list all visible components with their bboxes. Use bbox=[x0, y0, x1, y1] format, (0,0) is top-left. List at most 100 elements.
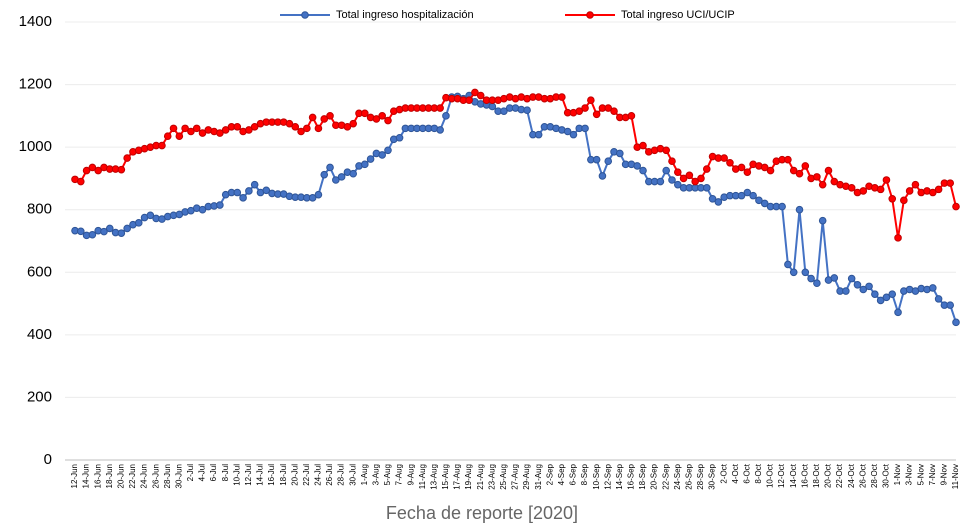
data-point bbox=[842, 287, 850, 295]
x-tick-label: 28-Jun bbox=[163, 464, 172, 488]
x-tick-label: 28-Jul bbox=[337, 464, 346, 486]
legend-label: Total ingreso UCI/UCIP bbox=[621, 9, 735, 21]
x-tick-label: 16-Jul bbox=[267, 464, 276, 486]
x-tick-label: 24-Jul bbox=[314, 464, 323, 486]
data-point bbox=[604, 104, 613, 112]
x-tick-label: 9-Aug bbox=[406, 464, 415, 485]
data-point bbox=[384, 116, 392, 125]
x-tick-label: 10-Sep bbox=[592, 463, 601, 489]
data-point bbox=[442, 112, 450, 120]
x-tick-label: 14-Jun bbox=[82, 464, 91, 488]
data-point bbox=[818, 216, 827, 225]
data-point bbox=[250, 180, 259, 189]
data-point bbox=[784, 155, 792, 164]
x-tick-label: 10-Oct bbox=[766, 463, 775, 488]
data-point bbox=[946, 179, 955, 187]
data-point bbox=[807, 274, 815, 283]
data-point bbox=[587, 96, 595, 105]
data-point bbox=[592, 155, 601, 164]
data-point bbox=[743, 188, 752, 197]
x-tick-label: 1-Aug bbox=[360, 464, 369, 485]
y-tick-label: 400 bbox=[27, 326, 52, 343]
x-tick-label: 1-Nov bbox=[893, 464, 902, 485]
x-tick-label: 20-Sep bbox=[650, 463, 659, 489]
x-tick-label: 7-Nov bbox=[928, 464, 937, 485]
data-point bbox=[465, 96, 473, 105]
data-point bbox=[558, 93, 566, 101]
x-tick-label: 14-Oct bbox=[789, 463, 798, 488]
x-tick-label: 27-Aug bbox=[511, 464, 520, 490]
data-point bbox=[714, 198, 723, 206]
x-tick-label: 9-Nov bbox=[940, 464, 949, 485]
x-tick-label: 8-Oct bbox=[754, 463, 763, 483]
x-tick-label: 5-Nov bbox=[916, 464, 925, 485]
data-point bbox=[320, 170, 329, 179]
x-tick-label: 12-Sep bbox=[603, 463, 612, 489]
data-point bbox=[378, 151, 386, 159]
data-point bbox=[233, 188, 242, 197]
x-tick-label: 14-Sep bbox=[615, 463, 624, 489]
data-point bbox=[308, 194, 317, 202]
x-tick-label: 19-Aug bbox=[464, 464, 473, 490]
data-point bbox=[784, 260, 792, 269]
data-point bbox=[952, 318, 960, 327]
data-point bbox=[76, 177, 85, 186]
legend-marker bbox=[586, 11, 594, 19]
y-tick-label: 1400 bbox=[19, 13, 52, 30]
data-point bbox=[366, 155, 375, 163]
x-tick-label: 4-Oct bbox=[731, 463, 740, 483]
data-point bbox=[285, 119, 294, 128]
x-tick-label: 25-Aug bbox=[499, 464, 508, 490]
series-line bbox=[74, 91, 957, 239]
data-point bbox=[349, 119, 358, 128]
data-point bbox=[245, 126, 253, 134]
x-tick-label: 24-Oct bbox=[847, 463, 856, 488]
data-point bbox=[679, 174, 688, 183]
data-point bbox=[192, 124, 201, 133]
data-point bbox=[749, 191, 757, 200]
data-point bbox=[627, 112, 636, 120]
data-point bbox=[656, 177, 665, 186]
x-tick-label: 22-Sep bbox=[661, 463, 670, 489]
data-point bbox=[361, 109, 369, 118]
data-point bbox=[82, 166, 91, 175]
data-point bbox=[876, 185, 885, 194]
y-tick-label: 200 bbox=[27, 388, 52, 405]
data-point bbox=[326, 112, 334, 120]
data-point bbox=[500, 107, 508, 115]
data-point bbox=[233, 123, 242, 131]
data-point bbox=[882, 293, 891, 302]
data-point bbox=[175, 132, 184, 140]
data-point bbox=[853, 281, 862, 289]
x-tick-label: 26-Oct bbox=[858, 463, 867, 488]
data-point bbox=[789, 268, 798, 277]
data-point bbox=[117, 229, 126, 237]
data-point bbox=[198, 129, 207, 137]
data-point bbox=[929, 188, 937, 197]
data-point bbox=[291, 123, 300, 131]
data-point bbox=[888, 290, 897, 298]
data-point bbox=[789, 166, 798, 175]
data-point bbox=[865, 282, 873, 291]
data-point bbox=[760, 199, 769, 208]
x-tick-label: 31-Aug bbox=[534, 464, 543, 490]
legend-marker bbox=[301, 11, 309, 19]
data-point bbox=[604, 157, 613, 166]
data-point bbox=[824, 166, 833, 175]
data-point bbox=[691, 177, 699, 186]
data-point bbox=[476, 91, 485, 100]
x-tick-label: 11-Nov bbox=[951, 464, 960, 489]
x-tick-label: 23-Aug bbox=[487, 464, 496, 490]
data-point bbox=[361, 160, 369, 169]
data-point bbox=[708, 194, 717, 203]
x-tick-label: 2-Sep bbox=[545, 463, 554, 485]
data-point bbox=[436, 104, 444, 112]
y-tick-label: 1000 bbox=[19, 138, 52, 155]
data-point bbox=[801, 162, 810, 170]
data-point bbox=[303, 124, 311, 133]
data-point bbox=[760, 163, 769, 172]
x-tick-label: 22-Jul bbox=[302, 464, 311, 486]
x-tick-label: 12-Jul bbox=[244, 464, 253, 486]
data-point bbox=[639, 141, 647, 150]
data-point bbox=[581, 104, 589, 112]
